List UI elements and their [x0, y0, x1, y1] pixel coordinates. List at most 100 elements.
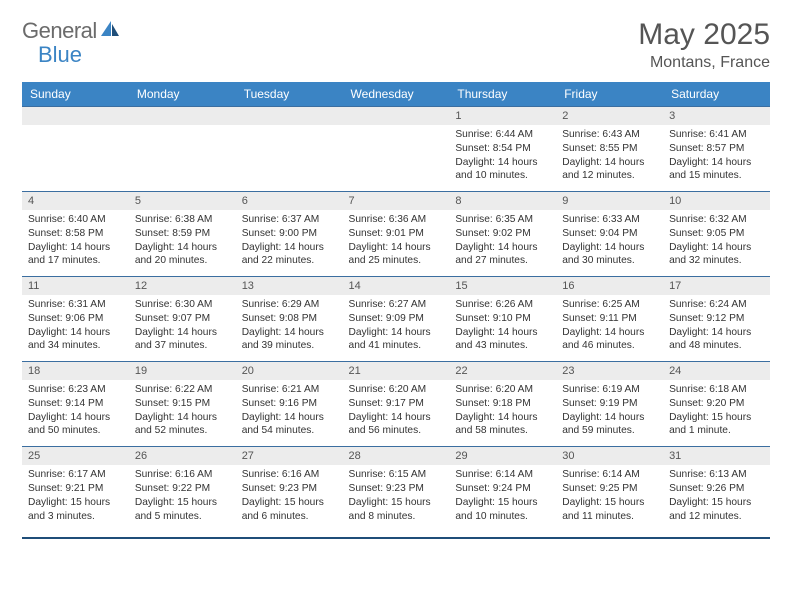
- daylight-text: Daylight: 15 hours and 5 minutes.: [135, 496, 230, 524]
- sunrise-text: Sunrise: 6:31 AM: [28, 298, 123, 312]
- day-number: 2: [556, 107, 663, 125]
- day-content: Sunrise: 6:20 AMSunset: 9:18 PMDaylight:…: [449, 380, 556, 446]
- day-content: Sunrise: 6:25 AMSunset: 9:11 PMDaylight:…: [556, 295, 663, 361]
- weekday-header: Thursday: [449, 82, 556, 107]
- weekday-header: Friday: [556, 82, 663, 107]
- sunset-text: Sunset: 9:25 PM: [562, 482, 657, 496]
- day-content: Sunrise: 6:41 AMSunset: 8:57 PMDaylight:…: [663, 125, 770, 191]
- calendar-day-cell: 14Sunrise: 6:27 AMSunset: 9:09 PMDayligh…: [343, 277, 450, 362]
- sunset-text: Sunset: 9:26 PM: [669, 482, 764, 496]
- sunset-text: Sunset: 9:02 PM: [455, 227, 550, 241]
- header: General May 2025 Montans, France: [22, 18, 770, 72]
- sunset-text: Sunset: 9:00 PM: [242, 227, 337, 241]
- day-content: Sunrise: 6:33 AMSunset: 9:04 PMDaylight:…: [556, 210, 663, 276]
- calendar-day-cell: 22Sunrise: 6:20 AMSunset: 9:18 PMDayligh…: [449, 362, 556, 447]
- calendar-day-cell: 29Sunrise: 6:14 AMSunset: 9:24 PMDayligh…: [449, 447, 556, 532]
- daylight-text: Daylight: 15 hours and 6 minutes.: [242, 496, 337, 524]
- sunrise-text: Sunrise: 6:40 AM: [28, 213, 123, 227]
- day-content: Sunrise: 6:31 AMSunset: 9:06 PMDaylight:…: [22, 295, 129, 361]
- calendar-day-cell: 9Sunrise: 6:33 AMSunset: 9:04 PMDaylight…: [556, 192, 663, 277]
- sunset-text: Sunset: 9:15 PM: [135, 397, 230, 411]
- month-title: May 2025: [638, 18, 770, 52]
- sunset-text: Sunset: 9:06 PM: [28, 312, 123, 326]
- day-number: 26: [129, 447, 236, 465]
- sunset-text: Sunset: 9:24 PM: [455, 482, 550, 496]
- weekday-header: Saturday: [663, 82, 770, 107]
- calendar-week-row: 1Sunrise: 6:44 AMSunset: 8:54 PMDaylight…: [22, 107, 770, 192]
- day-content: Sunrise: 6:35 AMSunset: 9:02 PMDaylight:…: [449, 210, 556, 276]
- sunrise-text: Sunrise: 6:27 AM: [349, 298, 444, 312]
- sunrise-text: Sunrise: 6:23 AM: [28, 383, 123, 397]
- sunset-text: Sunset: 9:23 PM: [242, 482, 337, 496]
- sunset-text: Sunset: 9:01 PM: [349, 227, 444, 241]
- sunrise-text: Sunrise: 6:36 AM: [349, 213, 444, 227]
- brand-logo: General: [22, 18, 123, 44]
- sunrise-text: Sunrise: 6:38 AM: [135, 213, 230, 227]
- daylight-text: Daylight: 14 hours and 12 minutes.: [562, 156, 657, 184]
- sunset-text: Sunset: 9:10 PM: [455, 312, 550, 326]
- daylight-text: Daylight: 14 hours and 37 minutes.: [135, 326, 230, 354]
- calendar-day-cell: 15Sunrise: 6:26 AMSunset: 9:10 PMDayligh…: [449, 277, 556, 362]
- day-number: 14: [343, 277, 450, 295]
- calendar-day-cell: 3Sunrise: 6:41 AMSunset: 8:57 PMDaylight…: [663, 107, 770, 192]
- sunrise-text: Sunrise: 6:32 AM: [669, 213, 764, 227]
- calendar-day-cell: [343, 107, 450, 192]
- calendar-day-cell: 27Sunrise: 6:16 AMSunset: 9:23 PMDayligh…: [236, 447, 343, 532]
- sunrise-text: Sunrise: 6:13 AM: [669, 468, 764, 482]
- sunrise-text: Sunrise: 6:44 AM: [455, 128, 550, 142]
- sunrise-text: Sunrise: 6:35 AM: [455, 213, 550, 227]
- calendar-day-cell: 5Sunrise: 6:38 AMSunset: 8:59 PMDaylight…: [129, 192, 236, 277]
- calendar-day-cell: 10Sunrise: 6:32 AMSunset: 9:05 PMDayligh…: [663, 192, 770, 277]
- sunset-text: Sunset: 8:55 PM: [562, 142, 657, 156]
- day-number: 11: [22, 277, 129, 295]
- calendar-week-row: 4Sunrise: 6:40 AMSunset: 8:58 PMDaylight…: [22, 192, 770, 277]
- calendar-day-cell: 30Sunrise: 6:14 AMSunset: 9:25 PMDayligh…: [556, 447, 663, 532]
- calendar-day-cell: 23Sunrise: 6:19 AMSunset: 9:19 PMDayligh…: [556, 362, 663, 447]
- daylight-text: Daylight: 14 hours and 10 minutes.: [455, 156, 550, 184]
- sunrise-text: Sunrise: 6:22 AM: [135, 383, 230, 397]
- calendar-day-cell: 31Sunrise: 6:13 AMSunset: 9:26 PMDayligh…: [663, 447, 770, 532]
- location-label: Montans, France: [638, 54, 770, 72]
- sunset-text: Sunset: 9:20 PM: [669, 397, 764, 411]
- calendar-day-cell: [129, 107, 236, 192]
- daylight-text: Daylight: 14 hours and 34 minutes.: [28, 326, 123, 354]
- sunrise-text: Sunrise: 6:37 AM: [242, 213, 337, 227]
- day-number: 9: [556, 192, 663, 210]
- brand-name-1: General: [22, 18, 97, 44]
- sunrise-text: Sunrise: 6:17 AM: [28, 468, 123, 482]
- day-content: Sunrise: 6:16 AMSunset: 9:22 PMDaylight:…: [129, 465, 236, 531]
- weekday-header: Wednesday: [343, 82, 450, 107]
- daylight-text: Daylight: 14 hours and 43 minutes.: [455, 326, 550, 354]
- day-content: Sunrise: 6:13 AMSunset: 9:26 PMDaylight:…: [663, 465, 770, 531]
- sunset-text: Sunset: 9:05 PM: [669, 227, 764, 241]
- daylight-text: Daylight: 14 hours and 39 minutes.: [242, 326, 337, 354]
- calendar-day-cell: 20Sunrise: 6:21 AMSunset: 9:16 PMDayligh…: [236, 362, 343, 447]
- calendar-day-cell: 16Sunrise: 6:25 AMSunset: 9:11 PMDayligh…: [556, 277, 663, 362]
- day-content: Sunrise: 6:17 AMSunset: 9:21 PMDaylight:…: [22, 465, 129, 531]
- sunset-text: Sunset: 9:21 PM: [28, 482, 123, 496]
- bottom-divider: [22, 537, 770, 539]
- day-number: 16: [556, 277, 663, 295]
- day-number: 30: [556, 447, 663, 465]
- day-content: Sunrise: 6:20 AMSunset: 9:17 PMDaylight:…: [343, 380, 450, 446]
- daylight-text: Daylight: 15 hours and 11 minutes.: [562, 496, 657, 524]
- sunrise-text: Sunrise: 6:24 AM: [669, 298, 764, 312]
- sunset-text: Sunset: 9:12 PM: [669, 312, 764, 326]
- daylight-text: Daylight: 14 hours and 48 minutes.: [669, 326, 764, 354]
- day-number: 19: [129, 362, 236, 380]
- daylight-text: Daylight: 14 hours and 22 minutes.: [242, 241, 337, 269]
- sunset-text: Sunset: 9:09 PM: [349, 312, 444, 326]
- day-number: 12: [129, 277, 236, 295]
- sunset-text: Sunset: 9:16 PM: [242, 397, 337, 411]
- calendar-day-cell: 28Sunrise: 6:15 AMSunset: 9:23 PMDayligh…: [343, 447, 450, 532]
- calendar-day-cell: 26Sunrise: 6:16 AMSunset: 9:22 PMDayligh…: [129, 447, 236, 532]
- calendar-day-cell: 8Sunrise: 6:35 AMSunset: 9:02 PMDaylight…: [449, 192, 556, 277]
- sunrise-text: Sunrise: 6:26 AM: [455, 298, 550, 312]
- daylight-text: Daylight: 15 hours and 1 minute.: [669, 411, 764, 439]
- daylight-text: Daylight: 15 hours and 10 minutes.: [455, 496, 550, 524]
- daylight-text: Daylight: 14 hours and 20 minutes.: [135, 241, 230, 269]
- sunrise-text: Sunrise: 6:20 AM: [455, 383, 550, 397]
- day-number: 3: [663, 107, 770, 125]
- calendar-week-row: 25Sunrise: 6:17 AMSunset: 9:21 PMDayligh…: [22, 447, 770, 532]
- day-content: Sunrise: 6:43 AMSunset: 8:55 PMDaylight:…: [556, 125, 663, 191]
